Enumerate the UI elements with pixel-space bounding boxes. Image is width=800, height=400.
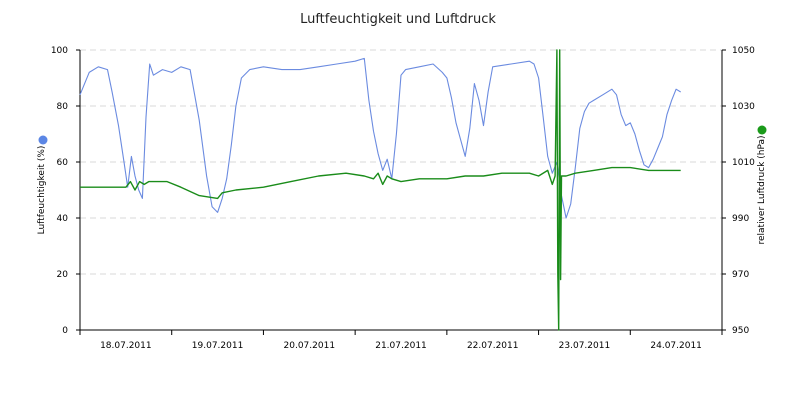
y-tick-label: 80 — [57, 102, 69, 112]
y2-tick-label: 950 — [732, 326, 749, 336]
x-tick-label: 19.07.2011 — [192, 341, 244, 351]
y2-tick-label: 990 — [732, 214, 749, 224]
y-tick-label: 100 — [51, 46, 68, 56]
x-tick-label: 24.07.2011 — [650, 341, 702, 351]
y-axis-right-label: relativer Luftdruck (hPa) — [757, 135, 767, 244]
y2-tick-label: 1030 — [732, 102, 755, 112]
series-lines — [79, 49, 681, 331]
legend-marker-pressure — [757, 125, 767, 135]
x-tick-label: 18.07.2011 — [100, 341, 152, 351]
x-tick-label: 21.07.2011 — [375, 341, 427, 351]
x-tick-label: 23.07.2011 — [559, 341, 611, 351]
left-y-axis-ticks: 0 20 40 60 80 100 — [51, 46, 80, 336]
y-tick-label: 60 — [57, 158, 69, 168]
y-tick-label: 20 — [57, 270, 69, 280]
y2-tick-label: 1010 — [732, 158, 755, 168]
grid — [80, 49, 722, 275]
series-line-pressure — [80, 49, 681, 331]
right-y-axis-ticks: 950 970 990 1010 1030 1050 — [722, 46, 755, 336]
y2-tick-label: 970 — [732, 270, 749, 280]
y-tick-label: 40 — [57, 214, 69, 224]
y2-tick-label: 1050 — [732, 46, 755, 56]
x-tick-label: 20.07.2011 — [284, 341, 336, 351]
series-line-humidity — [79, 57, 681, 219]
y-tick-label: 0 — [62, 326, 68, 336]
axes — [79, 50, 723, 331]
x-tick-label: 22.07.2011 — [467, 341, 519, 351]
chart-title: Luftfeuchtigkeit und Luftdruck — [300, 12, 496, 27]
x-axis-ticks: 18.07.2011 19.07.2011 20.07.2011 21.07.2011… — [79, 330, 723, 351]
legend-marker-humidity — [38, 135, 48, 145]
y-axis-left-label: Luftfeuchtigkeit (%) — [37, 146, 47, 235]
